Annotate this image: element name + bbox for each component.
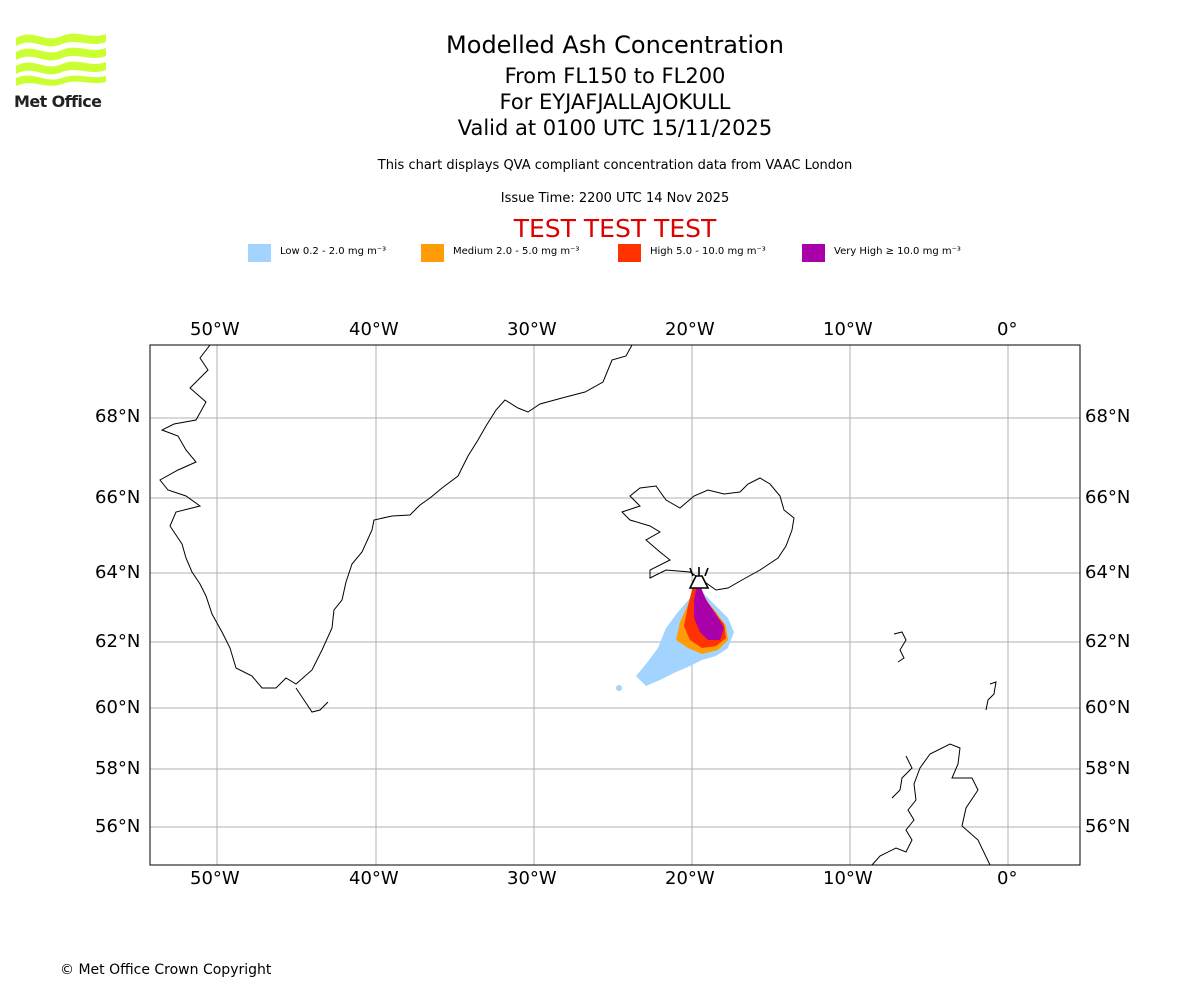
greenland-southern-tip [295, 687, 329, 713]
met-office-wave-icon [16, 33, 106, 86]
lon-tick-bottom-40w: 40°W [349, 868, 399, 889]
lon-tick-top-30w: 30°W [507, 319, 557, 340]
lon-tick-bottom-30w: 30°W [507, 868, 557, 889]
legend-label-low: Low 0.2 - 2.0 mg m⁻³ [280, 246, 387, 257]
chart-title: Modelled Ash Concentration [446, 31, 784, 59]
volcano-name: For EYJAFJALLAJOKULL [499, 90, 731, 114]
lon-tick-top-20w: 20°W [665, 319, 715, 340]
shetland-coastline [985, 681, 997, 711]
lon-tick-bottom-20w: 20°W [665, 868, 715, 889]
flight-level-range: From FL150 to FL200 [504, 64, 726, 88]
legend-swatch-low [248, 244, 271, 262]
legend-swatch-medium [421, 244, 444, 262]
lat-tick-right-64n: 64°N [1085, 562, 1131, 583]
lat-tick-left-62n: 62°N [95, 631, 141, 652]
scotland-coastline [871, 743, 991, 865]
lat-tick-right-56n: 56°N [1085, 816, 1131, 837]
lon-tick-top-40w: 40°W [349, 319, 399, 340]
legend-label-high: High 5.0 - 10.0 mg m⁻³ [650, 246, 766, 257]
lon-tick-top-50w: 50°W [190, 319, 240, 340]
lat-tick-left-64n: 64°N [95, 562, 141, 583]
map-frame [149, 344, 1081, 866]
volcano-marker-icon [688, 567, 710, 589]
lat-tick-right-62n: 62°N [1085, 631, 1131, 652]
lat-tick-right-68n: 68°N [1085, 406, 1131, 427]
copyright-notice: © Met Office Crown Copyright [60, 962, 272, 978]
lon-tick-top-0: 0° [997, 319, 1018, 340]
legend-label-medium: Medium 2.0 - 5.0 mg m⁻³ [453, 246, 580, 257]
chart-subtitle: This chart displays QVA compliant concen… [377, 158, 853, 173]
legend-label-very-high: Very High ≥ 10.0 mg m⁻³ [834, 246, 961, 257]
map-gridlines [150, 345, 1080, 865]
outer-hebrides-coastline [891, 755, 913, 799]
lon-tick-bottom-50w: 50°W [190, 868, 240, 889]
greenland-coastline [159, 345, 633, 689]
issue-time: Issue Time: 2200 UTC 14 Nov 2025 [500, 191, 730, 206]
ash-plume [616, 580, 734, 691]
lat-tick-left-66n: 66°N [95, 487, 141, 508]
lon-tick-bottom-0: 0° [997, 868, 1018, 889]
met-office-logo-text: Met Office [14, 92, 102, 111]
lat-tick-left-58n: 58°N [95, 758, 141, 779]
valid-time: Valid at 0100 UTC 15/11/2025 [457, 116, 773, 140]
ash-low-speck [616, 685, 622, 691]
lat-tick-right-60n: 60°N [1085, 697, 1131, 718]
ash-very-high-concentration [694, 580, 724, 640]
lon-tick-top-10w: 10°W [823, 319, 873, 340]
met-office-logo: Met Office [14, 30, 108, 112]
lat-tick-right-58n: 58°N [1085, 758, 1131, 779]
faroe-islands-coastline [893, 631, 907, 663]
lat-tick-left-56n: 56°N [95, 816, 141, 837]
legend-swatch-high [618, 244, 641, 262]
legend-swatch-very-high [802, 244, 825, 262]
lon-tick-bottom-10w: 10°W [823, 868, 873, 889]
iceland-coastline [621, 477, 795, 591]
lat-tick-left-60n: 60°N [95, 697, 141, 718]
lat-tick-left-68n: 68°N [95, 406, 141, 427]
test-banner: TEST TEST TEST [513, 214, 717, 243]
lat-tick-right-66n: 66°N [1085, 487, 1131, 508]
